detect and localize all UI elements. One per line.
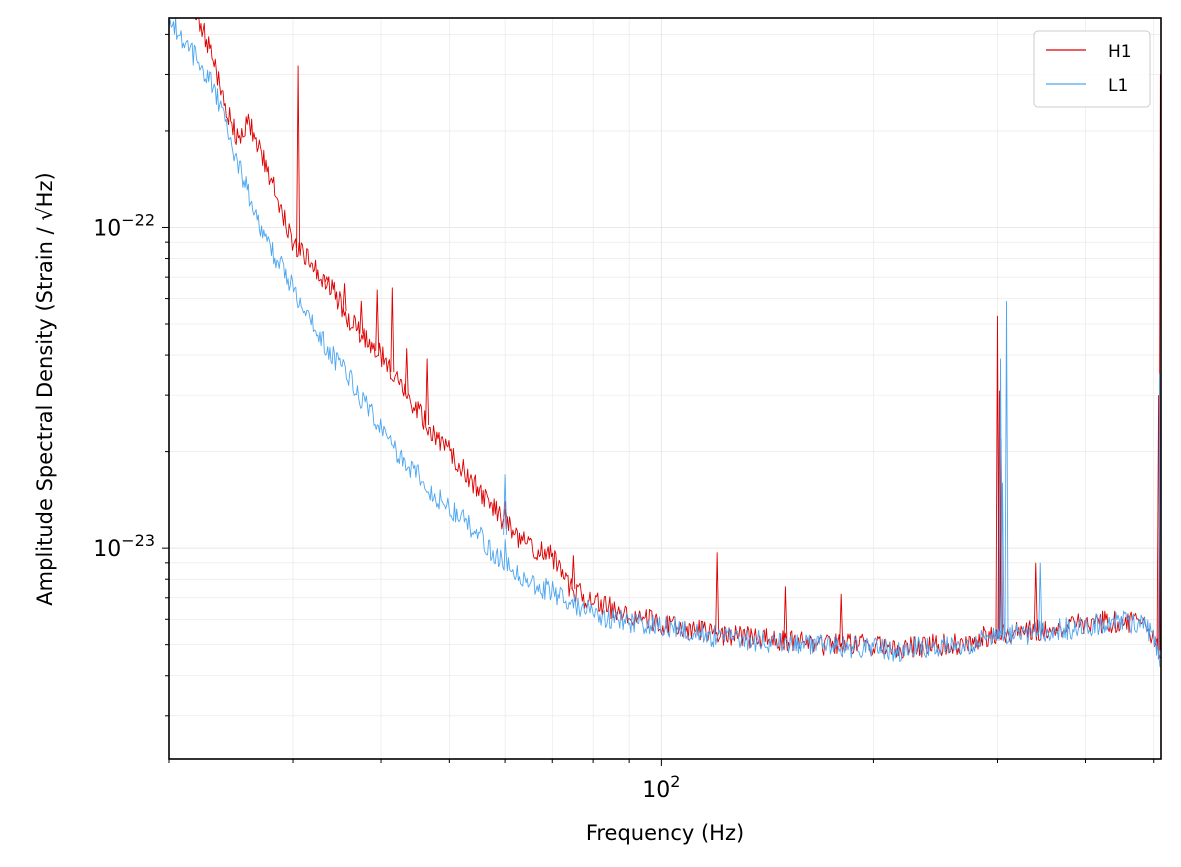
legend-label-l1: L1 [1108, 76, 1128, 96]
series-peak-h1 [390, 287, 395, 373]
series-peak-h1 [296, 65, 301, 248]
series-peak-h1 [425, 358, 430, 426]
series-peak-h1 [571, 555, 576, 590]
series-peak-h1 [1033, 562, 1038, 632]
y-tick-label: 10−23 [93, 531, 155, 562]
series-peak-h1 [404, 348, 409, 395]
x-tick-label: 102 [642, 772, 680, 803]
series-peak-h1 [375, 289, 380, 352]
grid-lines [168, 18, 1161, 759]
legend-label-h1: H1 [1108, 42, 1132, 62]
legend: H1 L1 [1033, 30, 1151, 108]
y-tick-label: 10−22 [93, 210, 155, 241]
series-peak-l1 [1004, 300, 1009, 635]
series-peak-l1 [1038, 562, 1043, 632]
series-peak-h1 [342, 283, 347, 311]
legend-box [1033, 30, 1151, 108]
series-peak-h1 [839, 593, 844, 645]
series-line-h1 [194, 18, 1161, 659]
series-line-l1 [169, 18, 1161, 667]
x-axis-label: Frequency (Hz) [586, 821, 744, 845]
series-peak-h1 [324, 275, 329, 282]
series-peak-l1 [1000, 482, 1005, 636]
series-peak-h1 [359, 300, 364, 334]
plot-frame [168, 17, 1162, 760]
series-peak-l1 [503, 474, 508, 535]
series-peak-h1 [1156, 395, 1161, 651]
axis-ticks: 102 10−23 10−22 [93, 33, 1155, 803]
series-peak-h1 [783, 586, 788, 642]
series-peak-h1 [715, 552, 720, 634]
series-layer [169, 18, 1161, 667]
y-axis-label: Amplitude Spectral Density (Strain / √Hz… [33, 172, 57, 605]
